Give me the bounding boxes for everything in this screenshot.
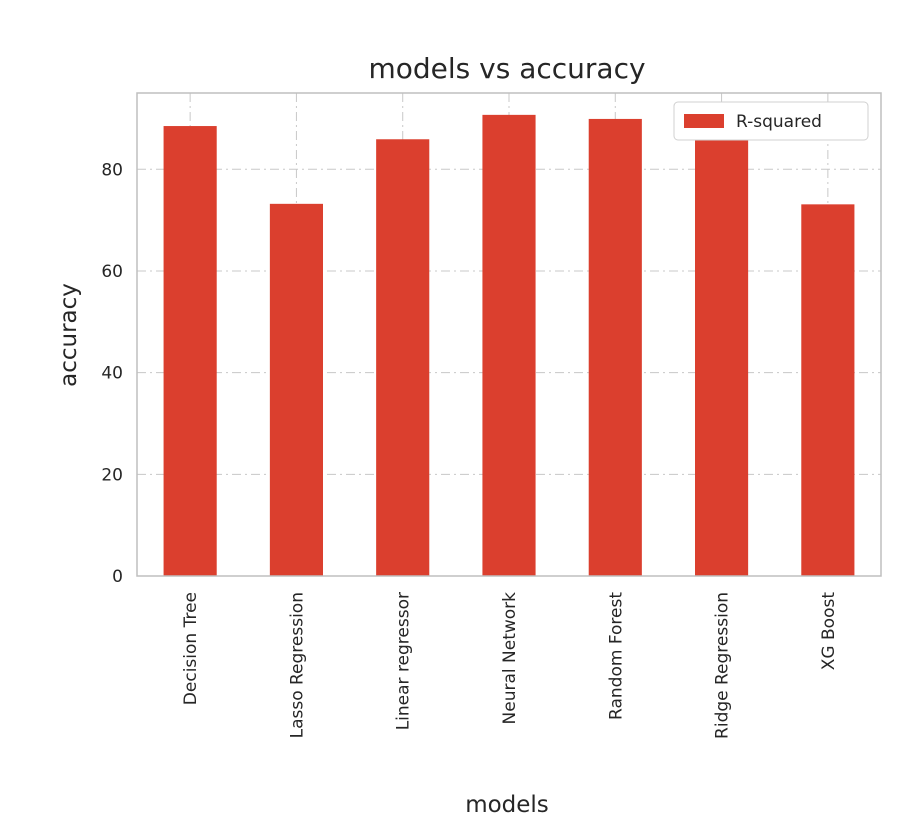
x-tick-label: Neural Network: [500, 592, 520, 725]
x-tick-label: Linear regressor: [394, 592, 414, 730]
y-tick-label: 0: [112, 567, 123, 587]
y-tick-label: 40: [101, 364, 123, 384]
chart-title: models vs accuracy: [368, 52, 645, 85]
x-tick-label: Decision Tree: [181, 592, 201, 705]
y-axis-label: accuracy: [56, 283, 82, 387]
y-tick-label: 80: [101, 160, 123, 180]
legend-swatch: [684, 114, 724, 128]
legend-label: R-squared: [736, 112, 822, 132]
legend-box: [673, 101, 869, 141]
x-axis-label: models: [465, 792, 549, 818]
bar-xg-boost: [801, 204, 855, 576]
x-tick-label: XG Boost: [819, 592, 839, 671]
bar-decision-tree: [163, 126, 217, 577]
legend: R-squared: [673, 101, 869, 141]
bar-neural-network: [482, 114, 536, 576]
bars: [163, 114, 855, 577]
bar-ridge-regression: [695, 138, 749, 577]
x-tick-label: Lasso Regression: [287, 592, 307, 738]
bar-random-forest: [588, 118, 642, 576]
y-tick-label: 20: [101, 465, 123, 485]
bar-linear-regressor: [376, 139, 430, 577]
bar-lasso-regression: [269, 203, 323, 576]
x-tick-label: Random Forest: [606, 592, 626, 720]
y-axis-ticks: 0 20 40 60 80: [101, 160, 123, 587]
plot-area-frame: [136, 92, 882, 577]
y-tick-label: 60: [101, 262, 123, 282]
x-axis-ticks: Decision Tree Lasso Regression Linear regr…: [181, 592, 839, 739]
x-tick-label: Ridge Regression: [713, 592, 733, 739]
